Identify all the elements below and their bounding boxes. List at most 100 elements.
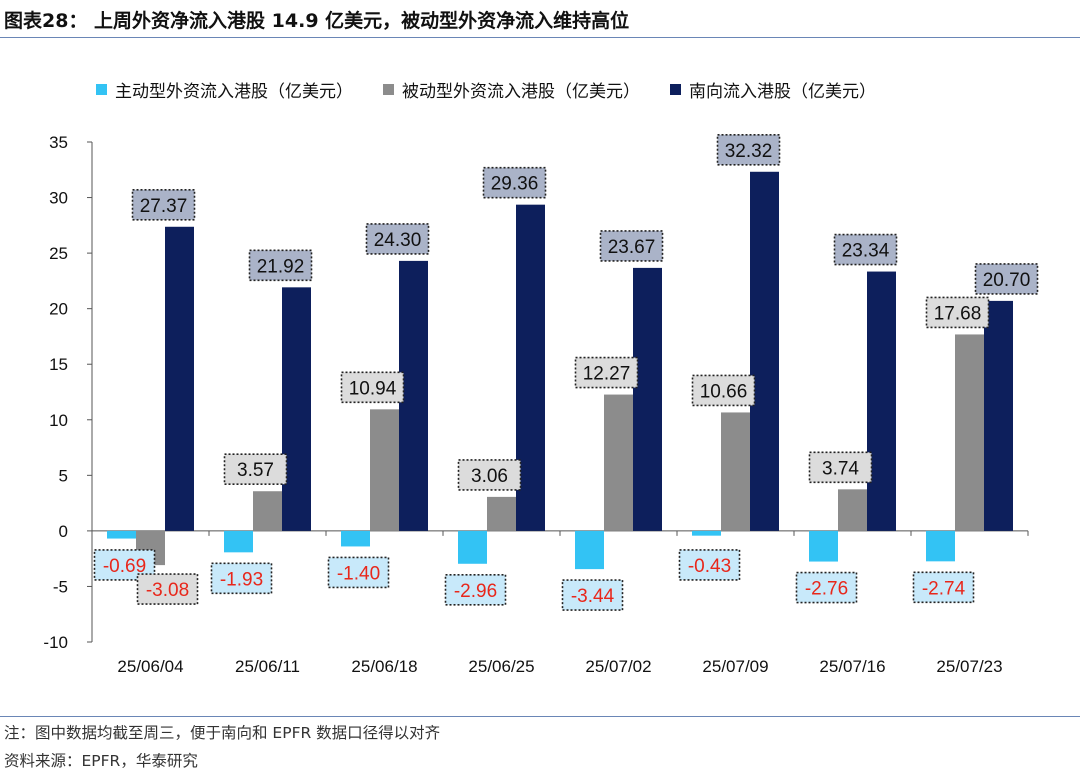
- top-rule: [0, 37, 1080, 38]
- y-tick-label: 35: [49, 133, 68, 152]
- bar-southbound: [165, 226, 194, 531]
- y-tick-label: 15: [49, 355, 68, 374]
- chart-note: 注：图中数据均截至周三，便于南向和 EPFR 数据口径得以对齐: [4, 724, 441, 742]
- data-label-box-southbound: [599, 230, 664, 262]
- data-label-active: -2.96: [454, 581, 497, 602]
- data-label-southbound: 32.32: [725, 141, 773, 162]
- bar-active: [692, 530, 721, 536]
- y-tick-label: 30: [49, 189, 68, 208]
- data-label-southbound: 27.37: [140, 196, 188, 217]
- legend-label-active: 主动型外资流入港股（亿美元）: [115, 81, 353, 102]
- data-label-box-active: [912, 571, 975, 604]
- data-label-active: -0.69: [103, 556, 146, 577]
- bar-active: [809, 530, 838, 562]
- x-tick-label: 25/07/02: [585, 657, 651, 676]
- data-label-active: -1.93: [220, 569, 263, 590]
- y-tick-label: 0: [59, 522, 68, 541]
- x-tick-label: 25/07/16: [819, 657, 885, 676]
- data-label-box-southbound: [833, 233, 898, 266]
- data-label-box-southbound: [248, 249, 313, 282]
- data-label-box-passive: [808, 451, 873, 484]
- bar-southbound: [282, 287, 311, 531]
- data-label-box-southbound: [131, 188, 196, 221]
- bar-southbound: [633, 267, 662, 531]
- y-tick-label: 20: [49, 300, 68, 319]
- x-tick-label: 25/07/09: [702, 657, 768, 676]
- legend-swatch-active: [96, 83, 107, 95]
- data-label-active: -2.74: [922, 578, 966, 599]
- x-tick-label: 25/06/25: [468, 657, 534, 676]
- figure-header: 图表28： 上周外资净流入港股 14.9 亿美元，被动型外资净流入维持高位: [0, 0, 1080, 40]
- data-label-passive: 17.68: [934, 303, 982, 324]
- y-tick-label: 25: [49, 244, 68, 263]
- data-label-box-passive: [574, 356, 639, 389]
- bar-southbound: [867, 271, 896, 531]
- figure-title: 图表28： 上周外资净流入港股 14.9 亿美元，被动型外资净流入维持高位: [4, 10, 630, 32]
- bar-passive: [955, 334, 984, 531]
- data-label-southbound: 23.34: [842, 241, 890, 262]
- data-label-active: -0.43: [688, 556, 731, 577]
- legend-label-southbound: 南向流入港股（亿美元）: [689, 81, 876, 102]
- data-label-box-active: [795, 571, 858, 604]
- data-label-passive: 10.94: [349, 378, 397, 399]
- bottom-rule: [0, 716, 1080, 717]
- bar-passive: [253, 491, 282, 531]
- bar-active: [575, 530, 604, 570]
- y-tick-label: 5: [59, 466, 68, 485]
- data-label-southbound: 29.36: [491, 174, 539, 195]
- data-label-box-southbound: [365, 223, 430, 255]
- chart-source: 资料来源：EPFR，华泰研究: [4, 752, 198, 770]
- data-label-box-active: [327, 556, 390, 589]
- x-tick-label: 25/06/18: [351, 657, 417, 676]
- bar-active: [458, 530, 487, 564]
- bar-passive: [721, 412, 750, 531]
- bar-active: [341, 530, 370, 547]
- data-label-passive: 10.66: [700, 381, 748, 402]
- data-label-box-passive: [223, 453, 288, 486]
- bar-active: [107, 530, 136, 539]
- y-tick-label: 10: [49, 411, 68, 430]
- data-label-southbound: 23.67: [608, 237, 656, 258]
- data-label-box-passive: [691, 374, 756, 407]
- data-label-box-passive: [925, 296, 990, 329]
- x-tick-label: 25/06/04: [117, 657, 183, 676]
- bar-active: [926, 530, 955, 562]
- bar-passive: [370, 409, 399, 531]
- data-label-passive: 3.57: [237, 460, 274, 481]
- data-label-box-southbound: [974, 263, 1039, 295]
- data-label-box-passive: [136, 573, 199, 605]
- data-label-passive: -3.08: [146, 580, 189, 601]
- data-label-box-passive: [457, 459, 522, 491]
- data-label-passive: 3.74: [822, 458, 859, 479]
- data-label-active: -3.44: [571, 586, 615, 607]
- data-label-passive: 12.27: [583, 364, 631, 385]
- legend-item-southbound: 南向流入港股（亿美元）: [670, 77, 876, 102]
- y-tick-label: -10: [43, 633, 68, 652]
- data-label-passive: 3.06: [471, 466, 508, 487]
- legend-label-passive: 被动型外资流入港股（亿美元）: [402, 81, 640, 102]
- data-label-box-active: [444, 573, 507, 606]
- bar-southbound: [750, 171, 779, 531]
- data-label-box-active: [210, 562, 273, 595]
- data-label-active: -2.76: [805, 579, 848, 600]
- data-label-box-passive: [340, 371, 405, 404]
- data-label-active: -1.40: [337, 563, 380, 584]
- bar-active: [224, 530, 253, 553]
- legend-item-active: 主动型外资流入港股（亿美元）: [96, 77, 353, 102]
- y-tick-label: -5: [53, 577, 68, 596]
- data-label-southbound: 24.30: [374, 230, 422, 251]
- bar-passive: [838, 489, 867, 531]
- bar-southbound: [516, 204, 545, 531]
- x-tick-label: 25/07/23: [936, 657, 1002, 676]
- bar-chart: -10 -5 0 5 10 15 20 25 30 35 25/06/04 25/06/11 25/06…: [43, 133, 1039, 676]
- bar-passive: [487, 496, 516, 531]
- legend-item-passive: 被动型外资流入港股（亿美元）: [383, 77, 640, 102]
- x-tick-label: 25/06/11: [235, 657, 300, 676]
- data-label-southbound: 21.92: [257, 256, 305, 277]
- data-label-box-active: [678, 549, 741, 581]
- chart-legend: 主动型外资流入港股（亿美元） 被动型外资流入港股（亿美元） 南向流入港股（亿美元…: [96, 76, 906, 102]
- data-label-box-southbound: [716, 133, 781, 166]
- data-label-southbound: 20.70: [983, 270, 1031, 291]
- data-label-box-active: [561, 579, 624, 611]
- data-label-box-southbound: [482, 166, 547, 199]
